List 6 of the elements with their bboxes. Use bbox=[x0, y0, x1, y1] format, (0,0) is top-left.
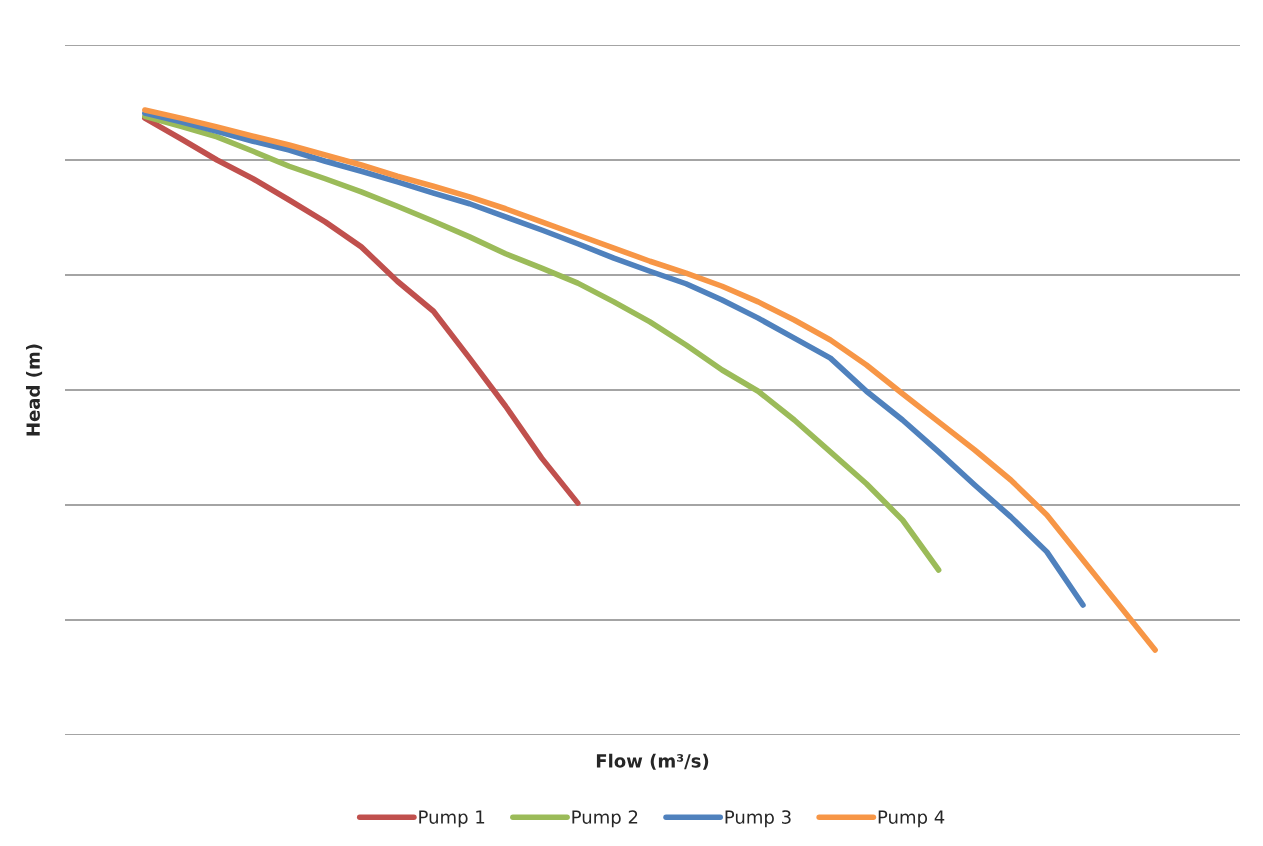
legend-label: Pump 3 bbox=[725, 810, 791, 828]
legend-label: Pump 4 bbox=[878, 810, 945, 828]
legend-label: Pump 2 bbox=[572, 810, 638, 828]
x-axis-title: Flow (m³/s) bbox=[596, 753, 709, 770]
legend-label: Pump 1 bbox=[419, 810, 485, 828]
y-axis-title: Head (m) bbox=[26, 344, 43, 436]
